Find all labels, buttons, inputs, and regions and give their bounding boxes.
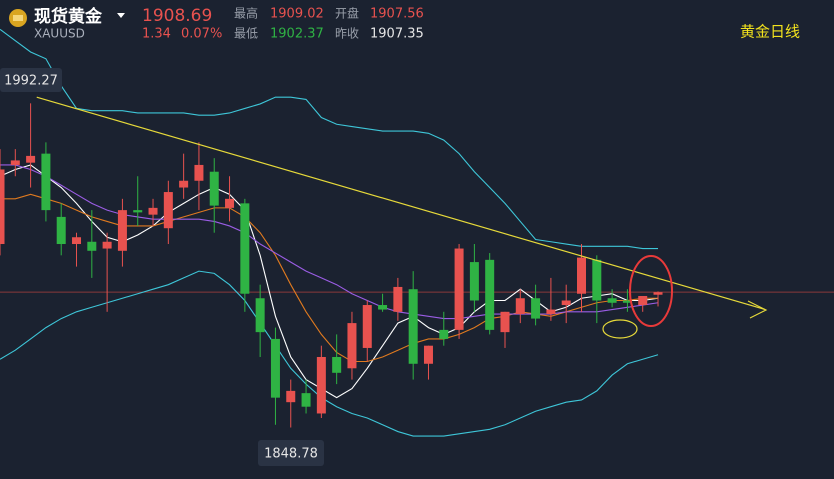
open-value: 1907.56 — [370, 7, 424, 22]
candle-body — [485, 259, 495, 330]
candle-body — [102, 241, 112, 249]
yellow-ellipse — [602, 319, 638, 339]
candle-body — [240, 203, 250, 294]
candle-body — [607, 298, 617, 303]
candle-body — [0, 169, 5, 245]
symbol: XAUUSD — [34, 27, 85, 41]
candle-body — [622, 300, 632, 303]
open-label: 开盘 — [335, 6, 359, 21]
candle-body — [439, 329, 449, 339]
last-price: 1908.69 — [142, 6, 212, 26]
min-label-box — [258, 440, 324, 466]
candle-body — [194, 164, 204, 181]
low-label: 最低 — [234, 27, 258, 41]
candle-body — [301, 393, 311, 407]
change: 1.34 — [142, 27, 171, 42]
candle-body — [515, 298, 525, 315]
instrument-name[interactable]: 现货黄金 — [34, 6, 103, 27]
min-label: 1848.78 — [264, 447, 318, 462]
candle-body — [393, 286, 403, 312]
low-value: 1902.37 — [270, 27, 324, 42]
candle-body — [163, 192, 173, 229]
candle-body — [469, 262, 479, 301]
candle-body — [270, 338, 280, 398]
candle-body — [531, 298, 541, 319]
candle-body — [117, 210, 127, 251]
candle-body — [209, 171, 219, 206]
high-label: 最高 — [234, 6, 258, 21]
candle-body — [133, 210, 143, 213]
candle-body — [454, 248, 464, 330]
candle-body — [653, 292, 663, 295]
candle-body — [56, 216, 66, 245]
candle-body — [10, 160, 20, 165]
candle-body — [378, 305, 388, 310]
candle-body — [546, 309, 556, 315]
candle-body — [408, 289, 418, 364]
candle-body — [255, 298, 265, 333]
candle-body — [561, 300, 571, 306]
red-circle — [629, 255, 673, 327]
candle-body — [423, 345, 433, 364]
prev-label: 昨收 — [335, 27, 359, 41]
candle-body — [225, 198, 235, 208]
indicator-line — [0, 270, 659, 437]
candle-body — [592, 259, 602, 301]
arrow-head — [747, 300, 768, 319]
chart-label: 黄金日线 — [740, 23, 800, 41]
candle-body — [148, 207, 158, 215]
logo-bar — [13, 15, 23, 21]
candle-body — [72, 237, 82, 245]
max-label-box — [0, 68, 62, 92]
candle-body — [286, 390, 296, 403]
max-label: 1992.27 — [4, 74, 58, 89]
prev-close: 1907.35 — [370, 27, 424, 42]
high-value: 1909.02 — [270, 7, 324, 22]
candle-body — [362, 305, 372, 348]
candle-body — [638, 295, 648, 306]
candle-body — [87, 241, 97, 251]
dropdown-arrow[interactable] — [117, 13, 125, 18]
indicator-line — [0, 193, 659, 363]
change-pct: 0.07% — [181, 27, 222, 42]
candle-body — [316, 356, 326, 414]
candle-body — [577, 257, 587, 294]
candle-body — [500, 311, 510, 333]
trend-line — [36, 96, 766, 311]
candle-body — [26, 155, 36, 163]
indicator-line — [0, 28, 659, 250]
candle-body — [179, 180, 189, 188]
candle-body — [41, 153, 51, 211]
candle-body — [347, 323, 357, 369]
plot — [0, 28, 834, 437]
header: 现货黄金 XAUUSD 1908.69 1.34 0.07% 最高 1909.0… — [9, 6, 800, 42]
candle-body — [332, 356, 342, 373]
